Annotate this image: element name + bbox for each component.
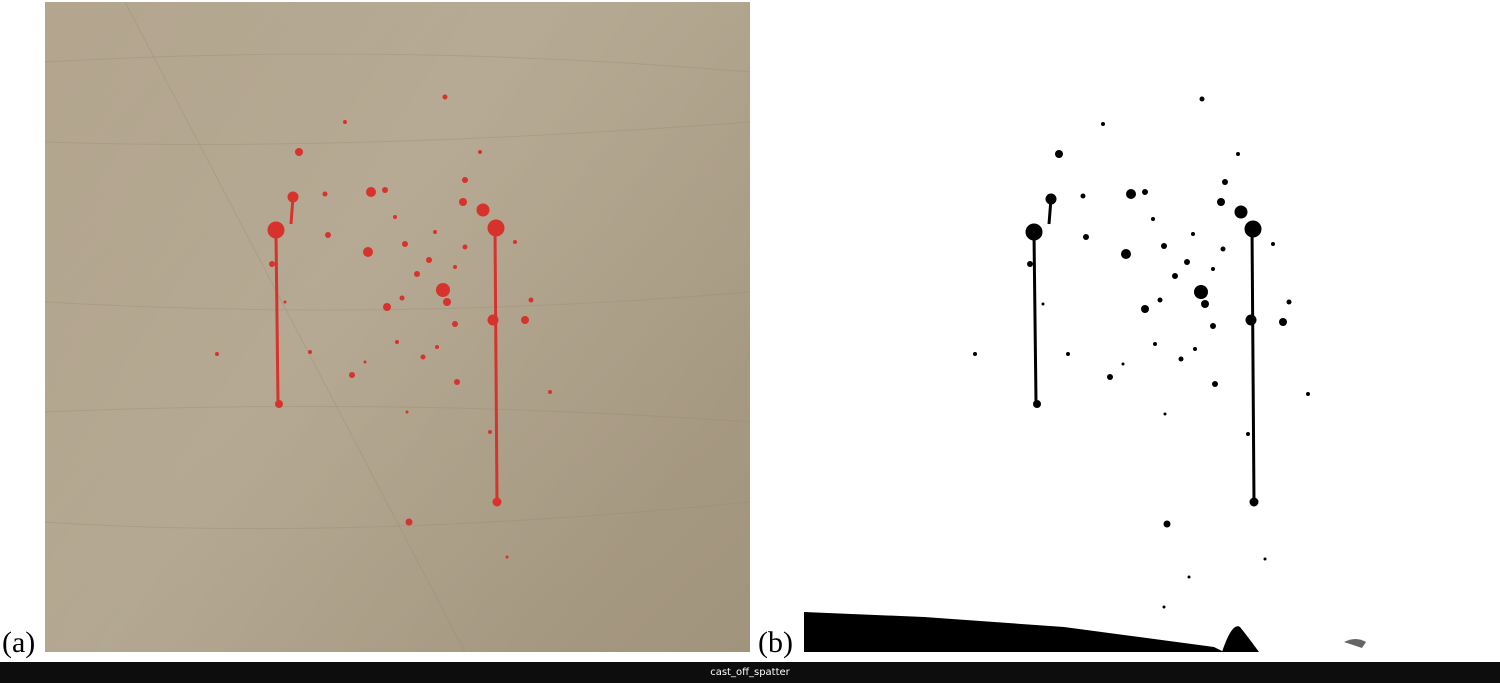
- caption-bar: cast_off_spatter: [0, 662, 1500, 683]
- panel-a-photo: [45, 2, 750, 652]
- mask-drip-trails: [1025, 193, 1262, 507]
- panel-a-label: (a): [2, 626, 36, 659]
- mask-shadow-region: [804, 612, 1224, 652]
- drip-trails: [267, 191, 505, 507]
- mask-fold-blob: [1222, 626, 1259, 652]
- mask-droplets: [973, 96, 1310, 609]
- mask-background: [804, 2, 1500, 652]
- panel-b-binary-mask: [804, 2, 1500, 652]
- spatter-droplets: [215, 94, 552, 559]
- caption-text: cast_off_spatter: [710, 667, 790, 678]
- panel-b-label: (b): [758, 626, 793, 659]
- paper-creases: [45, 2, 750, 652]
